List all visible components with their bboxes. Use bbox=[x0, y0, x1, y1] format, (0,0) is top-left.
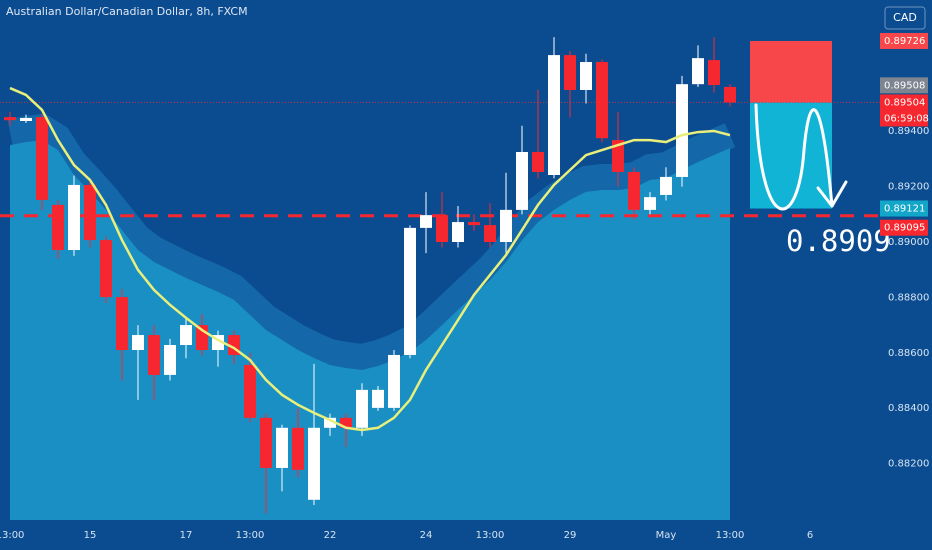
price-label: 0.89726 bbox=[884, 36, 925, 47]
price-label-bg bbox=[880, 219, 928, 236]
candle-body bbox=[724, 86, 736, 103]
x-tick-label: 17 bbox=[180, 530, 193, 541]
price-label-bg bbox=[880, 94, 928, 111]
y-tick-label: 0.88800 bbox=[888, 292, 929, 303]
price-label-bg bbox=[880, 200, 928, 217]
candle-body bbox=[132, 335, 144, 350]
candle-body bbox=[708, 60, 720, 86]
ma-layer bbox=[9, 86, 731, 432]
x-tick-label: 13:00 bbox=[0, 530, 24, 541]
countdown-bg bbox=[880, 110, 928, 127]
candle-body bbox=[356, 389, 368, 428]
candle-body bbox=[388, 354, 400, 408]
price-label: 0.89121 bbox=[884, 203, 925, 214]
candle-layer bbox=[4, 37, 736, 514]
candle-body bbox=[116, 297, 128, 350]
currency-text[interactable]: CAD bbox=[893, 11, 917, 24]
x-tick-label: 6 bbox=[807, 530, 813, 541]
price-label: 0.89504 bbox=[884, 97, 925, 108]
candle-body bbox=[148, 335, 160, 375]
price-label: 0.89508 bbox=[884, 80, 925, 91]
candle-body bbox=[372, 389, 384, 408]
projection-arrow bbox=[754, 103, 848, 211]
moving-average bbox=[9, 86, 731, 432]
candle-body bbox=[500, 209, 512, 243]
candle-body bbox=[36, 117, 48, 200]
candle-body bbox=[580, 62, 592, 90]
x-tick-label: 13:00 bbox=[716, 530, 745, 541]
candle-body bbox=[68, 184, 80, 251]
candle-body bbox=[596, 62, 608, 139]
candle-body bbox=[52, 204, 64, 251]
candle-body bbox=[676, 84, 688, 177]
candle-body bbox=[308, 427, 320, 500]
y-tick-label: 0.89200 bbox=[888, 182, 929, 193]
candle-body bbox=[516, 152, 528, 210]
y-tick-label: 0.88200 bbox=[888, 459, 929, 470]
x-tick-label: 22 bbox=[324, 530, 337, 541]
candle-body bbox=[84, 184, 96, 241]
x-tick-label: 13:00 bbox=[476, 530, 505, 541]
area-band bbox=[7, 113, 736, 371]
y-tick-label: 0.88600 bbox=[888, 348, 929, 359]
candle-body bbox=[292, 427, 304, 470]
y-tick-label: 0.88400 bbox=[888, 403, 929, 414]
x-tick-label: 29 bbox=[564, 530, 577, 541]
candle-body bbox=[4, 117, 16, 121]
candle-body bbox=[452, 222, 464, 243]
candle-body bbox=[612, 140, 624, 172]
area bbox=[10, 140, 730, 520]
price-label-bg bbox=[880, 77, 928, 94]
candle-body bbox=[692, 58, 704, 85]
candle-body bbox=[436, 215, 448, 243]
currency-button[interactable] bbox=[884, 6, 926, 30]
candle-body bbox=[468, 222, 480, 226]
y-tick-label: 0.89000 bbox=[888, 237, 929, 248]
x-tick-label: 13:00 bbox=[236, 530, 265, 541]
x-tick-label: 15 bbox=[84, 530, 97, 541]
candle-body bbox=[244, 364, 256, 418]
candle-body bbox=[644, 197, 656, 210]
candle-body bbox=[532, 152, 544, 172]
candle-body bbox=[484, 225, 496, 243]
stop-zone bbox=[750, 40, 832, 103]
candle-body bbox=[660, 176, 672, 195]
candle-body bbox=[164, 345, 176, 375]
candle-body bbox=[340, 417, 352, 428]
x-tick-label: 24 bbox=[420, 530, 433, 541]
countdown: 06:59:08 bbox=[884, 113, 929, 124]
y-tick-label: 0.89400 bbox=[888, 126, 929, 137]
candle-body bbox=[404, 227, 416, 355]
candle-body bbox=[276, 427, 288, 468]
area-layer bbox=[7, 113, 736, 520]
candle-body bbox=[324, 417, 336, 428]
candle-body bbox=[420, 215, 432, 228]
candle-body bbox=[20, 117, 32, 122]
candle-body bbox=[564, 55, 576, 90]
candle-body bbox=[548, 55, 560, 175]
candle-body bbox=[180, 325, 192, 346]
candle-body bbox=[628, 171, 640, 210]
price-label-bg bbox=[880, 32, 928, 49]
chart-title: Australian Dollar/Canadian Dollar, 8h, F… bbox=[6, 5, 248, 18]
x-tick-label: May bbox=[656, 530, 677, 541]
price-label: 0.89095 bbox=[884, 223, 925, 234]
target-text: 0.8909 bbox=[786, 224, 891, 258]
candle-body bbox=[100, 240, 112, 298]
axis-layer: 0.89400 0.89200 0.89000 0.88800 0.88600 0.884… bbox=[0, 32, 929, 541]
candle-body bbox=[260, 417, 272, 468]
